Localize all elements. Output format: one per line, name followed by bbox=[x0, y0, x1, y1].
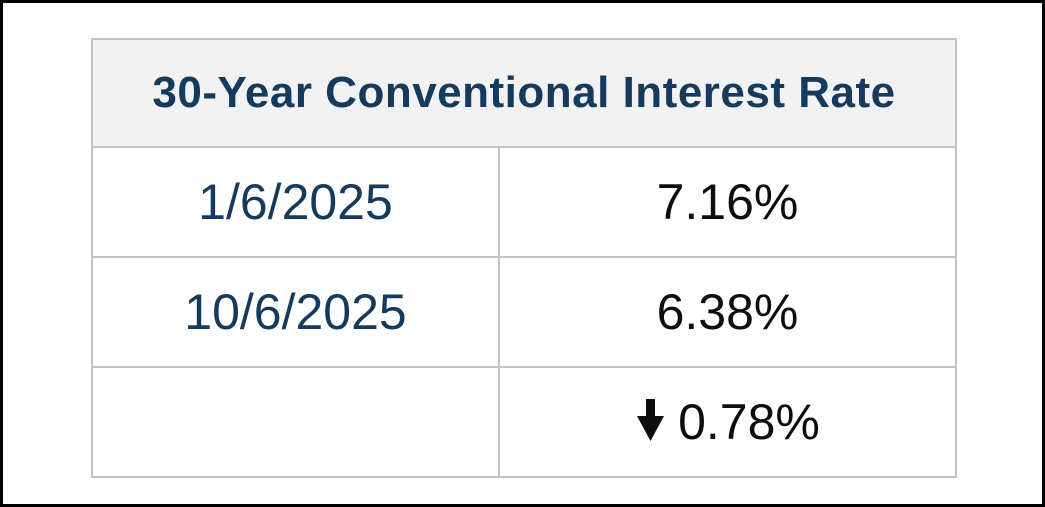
rate-cell-1: 7.16% bbox=[498, 146, 957, 258]
table-row: 1/6/2025 7.16% bbox=[91, 146, 957, 258]
table-header-row: 30-Year Conventional Interest Rate bbox=[91, 38, 957, 148]
table-row: 0.78% bbox=[91, 366, 957, 478]
change-cell: 0.78% bbox=[498, 366, 957, 478]
date-cell-2: 10/6/2025 bbox=[91, 256, 500, 368]
date-cell-1: 1/6/2025 bbox=[91, 146, 500, 258]
date-cell-empty bbox=[91, 366, 500, 478]
change-value: 0.78% bbox=[678, 394, 820, 450]
down-arrow-icon bbox=[635, 399, 666, 442]
table-row: 10/6/2025 6.38% bbox=[91, 256, 957, 368]
rate-cell-2: 6.38% bbox=[498, 256, 957, 368]
interest-rate-table: 30-Year Conventional Interest Rate 1/6/2… bbox=[91, 38, 957, 478]
table-title: 30-Year Conventional Interest Rate bbox=[91, 38, 957, 148]
